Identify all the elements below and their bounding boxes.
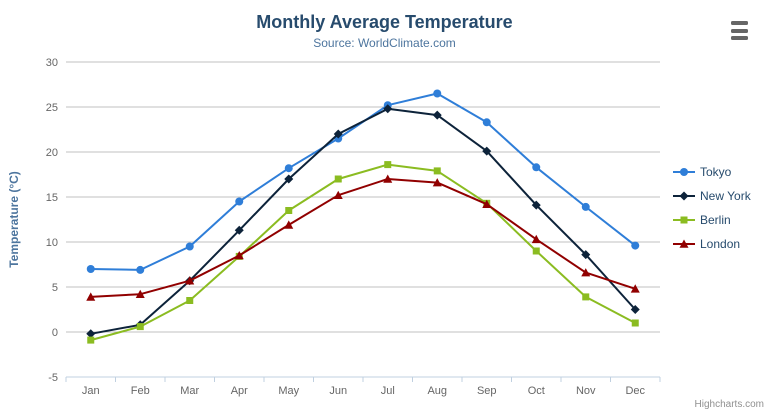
data-point-marker-square[interactable]: [532, 247, 540, 255]
legend-item-new-york[interactable]: New York: [673, 184, 751, 208]
data-point-marker-diamond[interactable]: [284, 174, 294, 184]
data-point-marker-diamond[interactable]: [234, 225, 244, 235]
legend-label: New York: [700, 189, 751, 203]
legend-marker-triangle-icon: [673, 239, 695, 248]
y-axis-tick-label: 30: [46, 57, 58, 69]
y-axis-tick-label: 10: [46, 237, 58, 249]
export-menu-button[interactable]: [731, 21, 749, 40]
data-point-marker-square[interactable]: [433, 167, 441, 175]
x-axis-tick-label: Nov: [576, 385, 596, 397]
x-axis-tick-label: Jun: [329, 385, 347, 397]
data-point-marker-triangle[interactable]: [630, 284, 640, 293]
y-axis-tick-label: 20: [46, 147, 58, 159]
x-axis-tick-label: Aug: [427, 385, 447, 397]
data-point-marker-circle[interactable]: [482, 118, 491, 127]
legend-label: Tokyo: [700, 165, 732, 179]
y-axis-tick-label: 25: [46, 102, 58, 114]
data-point-marker-square[interactable]: [631, 319, 639, 327]
series-line-new-york[interactable]: [90, 107, 636, 335]
hamburger-menu-icon: [731, 36, 748, 40]
x-axis-tick-label: Apr: [231, 385, 248, 397]
data-point-marker-triangle[interactable]: [284, 220, 294, 229]
data-point-marker-square[interactable]: [582, 293, 590, 301]
data-point-marker-square[interactable]: [384, 161, 392, 169]
legend-marker-square-icon: [673, 216, 695, 224]
data-point-marker-triangle[interactable]: [432, 178, 442, 187]
data-point-marker-triangle[interactable]: [383, 174, 393, 183]
data-point-marker-diamond[interactable]: [333, 129, 343, 139]
x-axis-tick-label: May: [278, 385, 299, 397]
legend-item-london[interactable]: London: [673, 232, 751, 256]
data-point-marker-circle[interactable]: [433, 89, 442, 98]
y-axis-tick-label: 0: [52, 327, 58, 339]
x-axis-tick-label: Jul: [381, 385, 395, 397]
data-point-marker-triangle[interactable]: [581, 268, 591, 277]
data-point-marker-circle[interactable]: [284, 164, 293, 173]
data-point-marker-circle[interactable]: [631, 241, 640, 250]
data-point-marker-square[interactable]: [136, 323, 144, 331]
chart-subtitle: Source: WorldClimate.com: [313, 36, 456, 50]
data-point-marker-circle[interactable]: [136, 265, 145, 274]
x-axis-tick-label: Oct: [528, 385, 545, 397]
legend-label: Berlin: [700, 213, 731, 227]
data-point-marker-circle[interactable]: [532, 163, 541, 172]
data-point-marker-diamond[interactable]: [630, 305, 640, 314]
legend-label: London: [700, 237, 741, 251]
y-axis-tick-label: 15: [46, 192, 58, 204]
data-point-marker-square[interactable]: [186, 297, 194, 304]
data-point-marker-circle[interactable]: [86, 265, 95, 273]
data-point-marker-diamond[interactable]: [581, 250, 591, 260]
data-point-marker-square[interactable]: [334, 175, 342, 183]
x-axis-tick-label: Mar: [180, 385, 199, 397]
data-point-marker-triangle[interactable]: [234, 251, 244, 260]
x-axis-tick-label: Jan: [82, 385, 100, 397]
x-axis-tick-label: Sep: [477, 385, 497, 397]
chart-title: Monthly Average Temperature: [256, 12, 513, 32]
data-point-marker-circle[interactable]: [235, 197, 244, 206]
legend-item-tokyo[interactable]: Tokyo: [673, 160, 751, 184]
data-point-marker-diamond[interactable]: [482, 146, 492, 156]
highcharts-credits[interactable]: Highcharts.com: [694, 399, 764, 410]
y-axis-tick-label: -5: [48, 372, 58, 384]
data-point-marker-diamond[interactable]: [432, 110, 442, 120]
data-point-marker-triangle[interactable]: [482, 199, 492, 208]
series-line-tokyo[interactable]: [90, 92, 636, 271]
hamburger-menu-icon: [731, 21, 748, 25]
legend-item-berlin[interactable]: Berlin: [673, 208, 751, 232]
data-point-marker-diamond[interactable]: [383, 104, 393, 114]
series-line-berlin[interactable]: [90, 163, 636, 342]
x-axis-tick-label: Dec: [625, 385, 645, 397]
hamburger-menu-icon: [731, 28, 748, 33]
data-point-marker-triangle[interactable]: [185, 276, 195, 285]
data-point-marker-square[interactable]: [87, 336, 95, 344]
series-line-london[interactable]: [90, 178, 636, 298]
data-point-marker-triangle[interactable]: [531, 234, 541, 244]
data-point-marker-square[interactable]: [285, 207, 293, 214]
chart-legend: Tokyo New York Berlin London: [673, 160, 751, 256]
data-point-marker-triangle[interactable]: [135, 289, 145, 298]
data-point-marker-triangle[interactable]: [333, 190, 343, 199]
legend-marker-diamond-icon: [673, 191, 695, 201]
legend-marker-circle-icon: [673, 168, 695, 176]
data-point-marker-circle[interactable]: [185, 242, 194, 251]
data-point-marker-diamond[interactable]: [531, 200, 541, 210]
x-axis-tick-label: Feb: [131, 385, 150, 397]
y-axis-tick-label: 5: [52, 282, 58, 294]
data-point-marker-diamond[interactable]: [86, 329, 96, 339]
data-point-marker-circle[interactable]: [581, 202, 590, 211]
data-point-marker-triangle[interactable]: [86, 292, 96, 301]
